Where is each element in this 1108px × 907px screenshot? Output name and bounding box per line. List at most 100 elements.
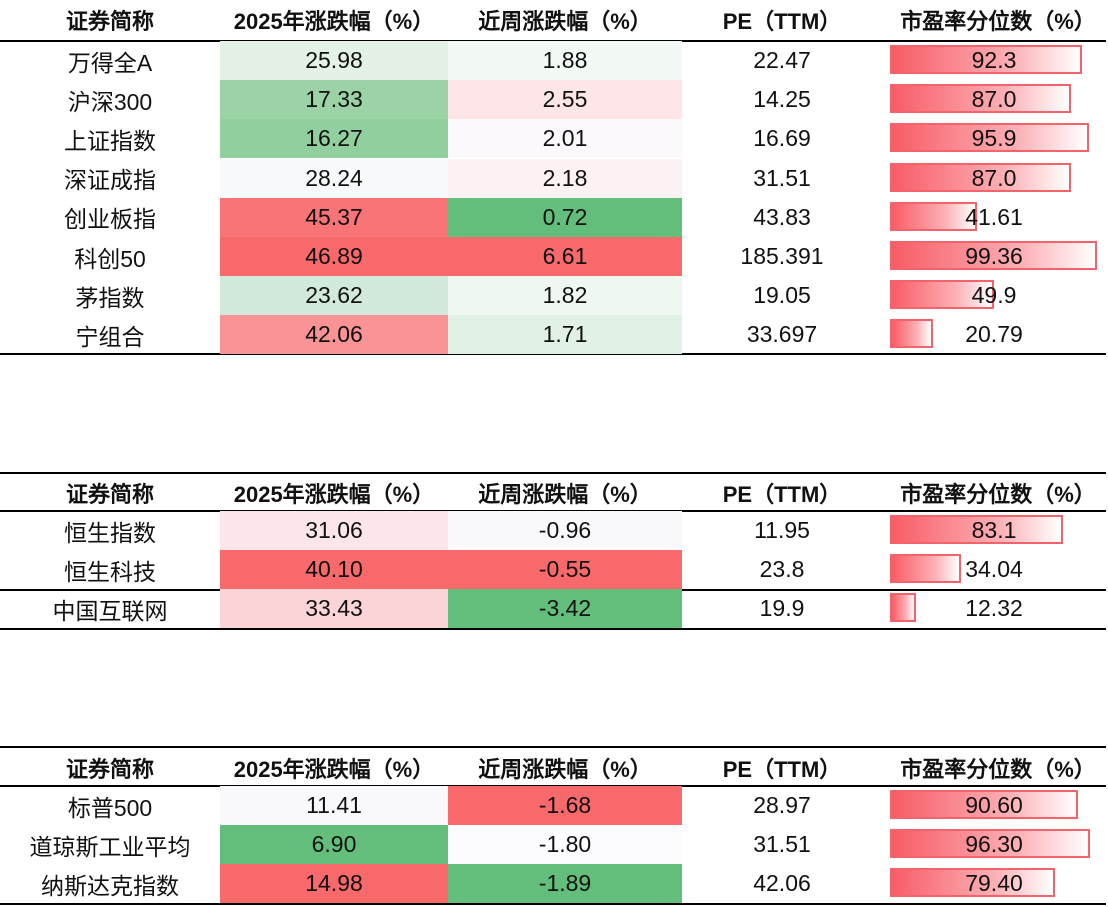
pe-percentile-value: 95.9	[971, 125, 1017, 152]
header-ytd-change: 2025年涨跌幅（%）	[233, 481, 435, 507]
pe-ttm-cell: 42.06	[753, 870, 811, 897]
pe-percentile-bar	[890, 162, 1071, 192]
table-row: 纳斯达克指数 14.98 -1.89 42.06 79.40	[0, 864, 1106, 904]
week-change-cell: -1.80	[448, 825, 682, 865]
week-change-cell: 0.72	[448, 197, 682, 237]
security-name: 深证成指	[64, 167, 156, 194]
ytd-change-cell: 33.43	[220, 589, 448, 629]
ytd-change-cell: 31.06	[220, 511, 448, 550]
header-pe-percentile: 市盈率分位数（%）	[900, 756, 1096, 782]
table-row: 创业板指 45.37 0.72 43.83 41.61	[0, 197, 1106, 237]
table-row: 道琼斯工业平均 6.90 -1.80 31.51 96.30	[0, 825, 1106, 865]
ytd-change-cell: 25.98	[220, 41, 448, 80]
pe-ttm-cell: 33.697	[746, 321, 818, 348]
security-name: 标普500	[67, 794, 153, 821]
ytd-change-cell: 14.98	[220, 864, 448, 904]
ytd-change-cell: 11.41	[220, 786, 448, 825]
header-row: 证券简称 2025年涨跌幅（%） 近周涨跌幅（%） PE（TTM） 市盈率分位数…	[0, 473, 1106, 512]
pe-percentile-value: 92.3	[971, 47, 1017, 73]
table-row: 中国互联网 33.43 -3.42 19.9 12.32	[0, 589, 1106, 629]
pe-percentile-value: 99.36	[965, 243, 1023, 269]
table-row: 恒生指数 31.06 -0.96 11.95 83.1	[0, 511, 1106, 550]
table-row: 标普500 11.41 -1.68 28.97 90.60	[0, 786, 1106, 825]
security-name: 恒生指数	[64, 519, 156, 546]
table-row: 科创50 46.89 6.61 185.391 99.36	[0, 237, 1106, 276]
table-top-border	[0, 472, 1106, 474]
week-change-cell: -3.42	[448, 589, 682, 629]
pe-ttm-cell: 43.83	[753, 203, 811, 230]
pe-ttm-cell: 16.69	[753, 125, 811, 152]
pe-percentile-bar	[890, 319, 934, 349]
pe-ttm-cell: 19.05	[753, 282, 811, 309]
pe-percentile-value: 87.0	[971, 164, 1017, 191]
pe-percentile-value: 34.04	[965, 556, 1023, 583]
pe-ttm-cell: 28.97	[753, 792, 811, 818]
security-name: 万得全A	[67, 49, 153, 76]
week-change-cell: 2.55	[448, 80, 682, 120]
pe-percentile-bar	[890, 280, 994, 310]
ytd-change-cell: 42.06	[220, 315, 448, 355]
pe-percentile-bar	[890, 515, 1063, 544]
pe-ttm-cell: 19.9	[759, 595, 805, 622]
table-top-border	[0, 746, 1106, 748]
security-name: 创业板指	[64, 206, 156, 233]
pe-percentile-value: 83.1	[971, 517, 1017, 543]
security-name: 沪深300	[67, 88, 153, 115]
pe-percentile-value: 41.61	[965, 203, 1023, 230]
table-row: 恒生科技 40.10 -0.55 23.8 34.04	[0, 550, 1106, 590]
security-name: 科创50	[74, 245, 146, 272]
week-change-cell: 1.82	[448, 276, 682, 316]
pe-ttm-cell: 185.391	[740, 243, 824, 269]
pe-percentile-bar	[890, 123, 1090, 153]
week-change-cell: 2.01	[448, 119, 682, 159]
ytd-change-cell: 40.10	[220, 550, 448, 590]
header-ytd-change: 2025年涨跌幅（%）	[233, 756, 435, 782]
header-week-change: 近周涨跌幅（%）	[478, 8, 652, 34]
header-pe-ttm: PE（TTM）	[722, 8, 842, 34]
header-week-change: 近周涨跌幅（%）	[478, 756, 652, 782]
pe-percentile-bar	[890, 829, 1091, 859]
ytd-change-cell: 6.90	[220, 825, 448, 865]
security-name: 中国互联网	[52, 597, 168, 624]
security-name: 恒生科技	[64, 558, 156, 585]
pe-percentile-value: 49.9	[971, 282, 1017, 309]
table-row: 茅指数 23.62 1.82 19.05 49.9	[0, 276, 1106, 316]
week-change-cell: -1.68	[448, 786, 682, 825]
header-name: 证券简称	[65, 756, 154, 782]
pe-percentile-value: 87.0	[971, 86, 1017, 113]
table-row: 宁组合 42.06 1.71 33.697 20.79	[0, 315, 1106, 355]
security-name: 茅指数	[75, 284, 145, 311]
pe-percentile-bar	[890, 790, 1079, 819]
table-bottom-border	[0, 903, 1106, 905]
week-change-cell: -0.96	[448, 511, 682, 550]
pe-ttm-cell: 14.25	[753, 86, 811, 113]
pe-percentile-value: 12.32	[965, 595, 1023, 622]
week-change-cell: -0.55	[448, 550, 682, 590]
ytd-change-cell: 16.27	[220, 119, 448, 159]
pe-percentile-bar	[890, 554, 961, 584]
header-pe-ttm: PE（TTM）	[722, 756, 842, 782]
ytd-change-cell: 28.24	[220, 158, 448, 198]
pe-ttm-cell: 22.47	[753, 47, 811, 73]
header-pe-ttm: PE（TTM）	[722, 481, 842, 507]
table-row: 沪深300 17.33 2.55 14.25 87.0	[0, 80, 1106, 120]
week-change-cell: -1.89	[448, 864, 682, 904]
security-name: 道琼斯工业平均	[29, 833, 191, 860]
week-change-cell: 2.18	[448, 158, 682, 198]
header-pe-percentile: 市盈率分位数（%）	[900, 8, 1096, 34]
pe-ttm-cell: 31.51	[753, 164, 811, 191]
table-row: 万得全A 25.98 1.88 22.47 92.3	[0, 41, 1106, 80]
header-pe-percentile: 市盈率分位数（%）	[900, 481, 1096, 507]
security-name: 宁组合	[75, 323, 145, 350]
pe-percentile-value: 96.30	[965, 831, 1023, 858]
pe-percentile-value: 90.60	[965, 792, 1023, 818]
header-name: 证券简称	[65, 8, 154, 34]
pe-percentile-bar	[890, 868, 1056, 898]
week-change-cell: 1.88	[448, 41, 682, 80]
pe-percentile-value: 79.40	[965, 870, 1023, 897]
header-name: 证券简称	[65, 481, 154, 507]
header-week-change: 近周涨跌幅（%）	[478, 481, 652, 507]
pe-ttm-cell: 23.8	[759, 556, 805, 583]
ytd-change-cell: 46.89	[220, 237, 448, 276]
week-change-cell: 6.61	[448, 237, 682, 276]
